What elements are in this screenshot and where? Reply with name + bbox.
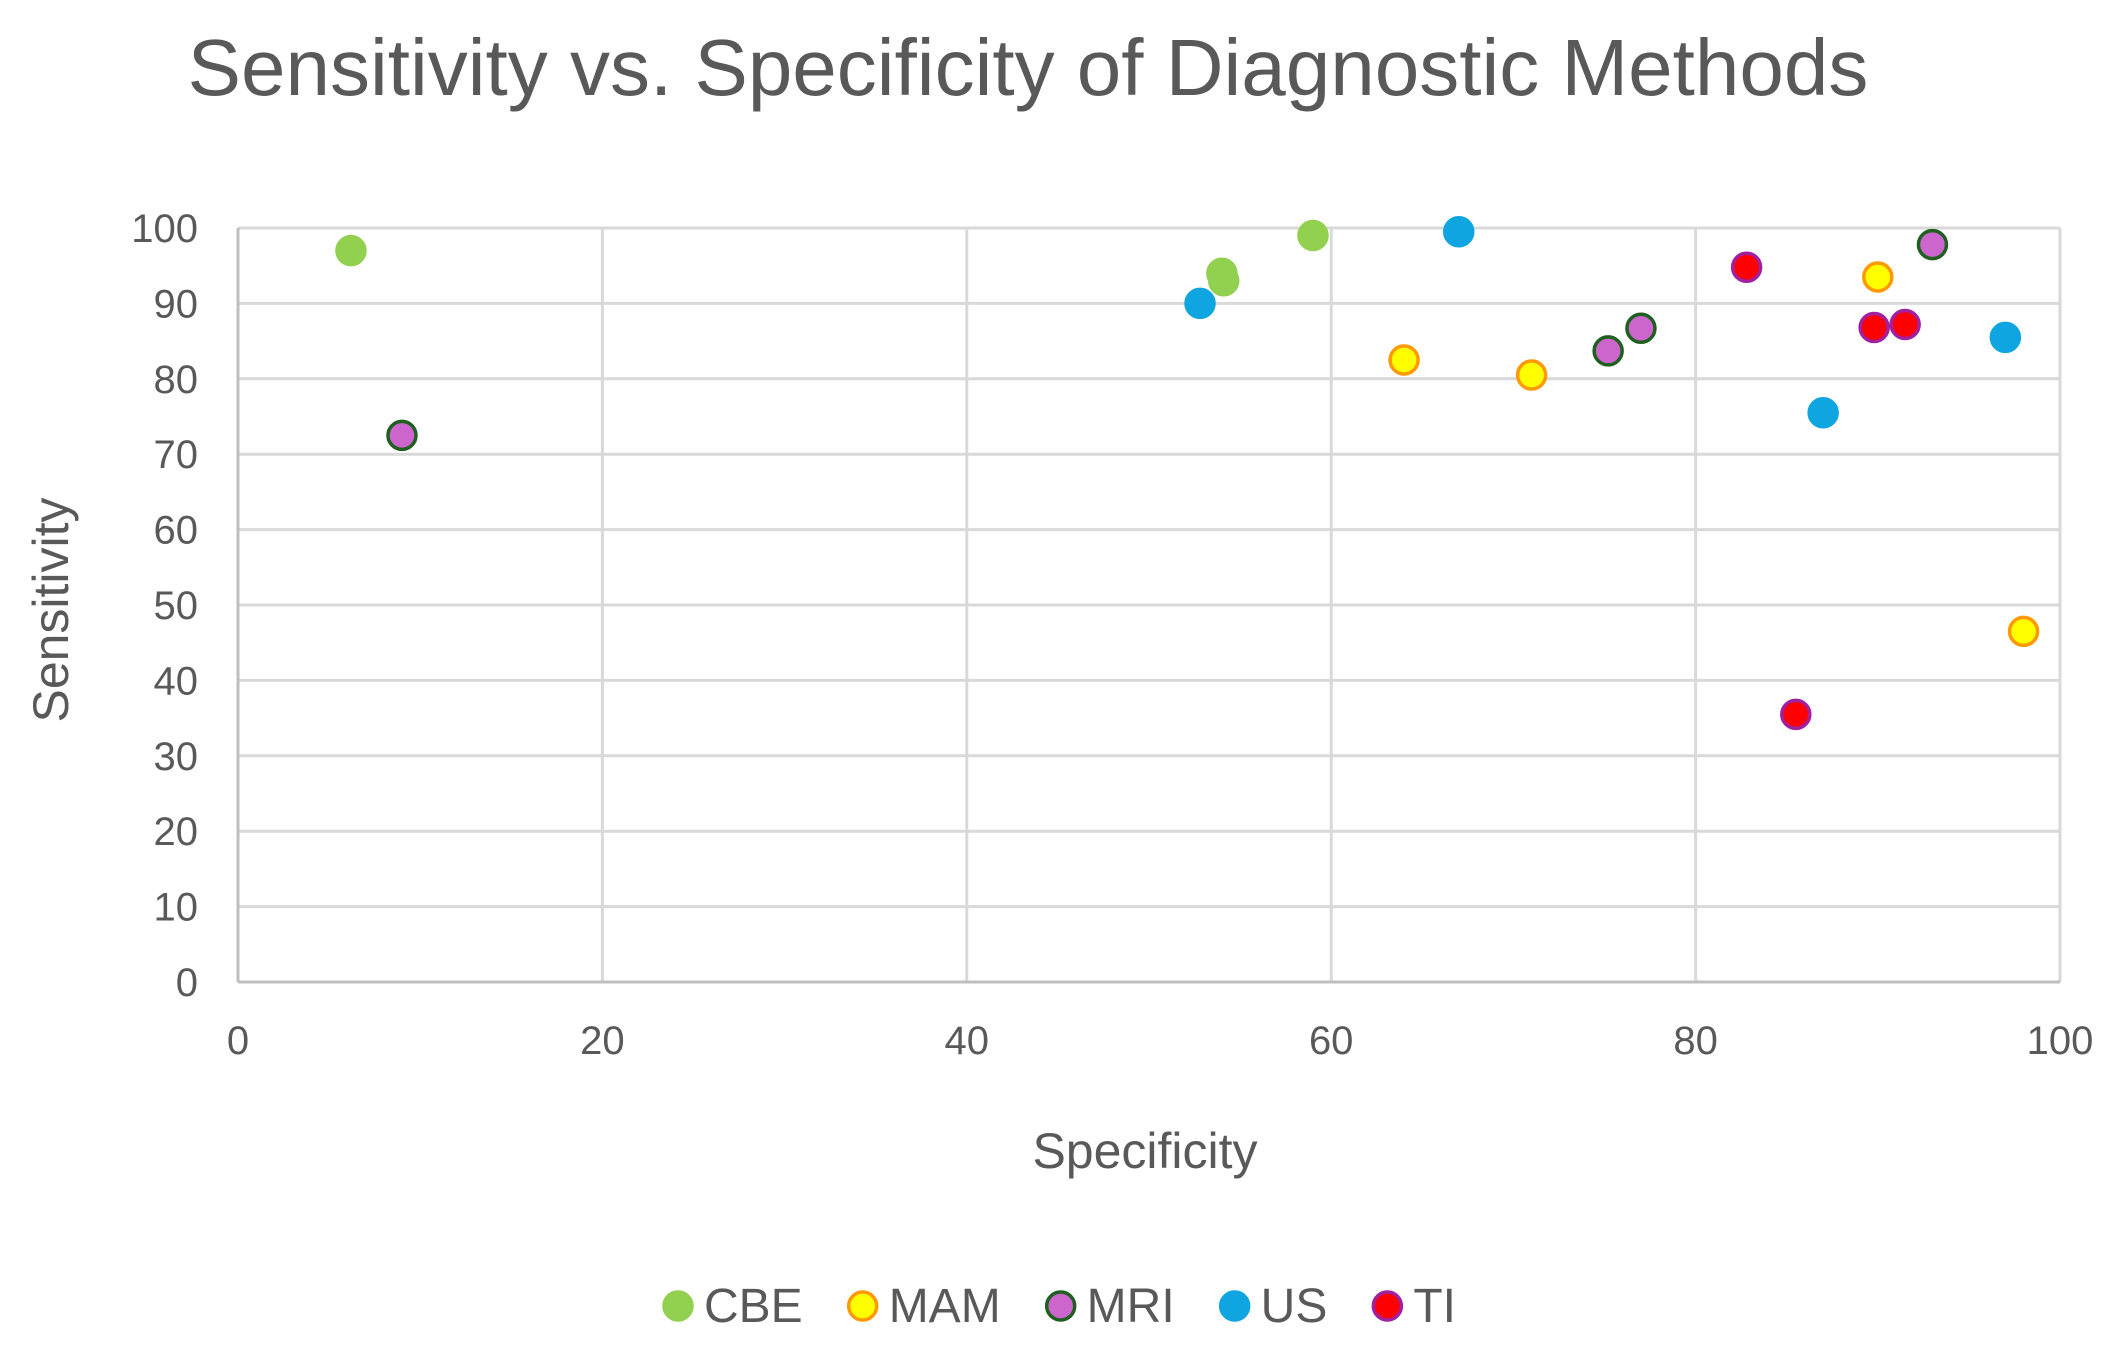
data-point-mri: [1916, 228, 1949, 261]
legend-marker: [1218, 1290, 1251, 1322]
data-point-us: [1989, 321, 2022, 354]
y-tick-label: 20: [154, 810, 199, 854]
data-point-mri: [386, 419, 418, 452]
legend-marker: [1371, 1290, 1404, 1322]
y-tick-label: 10: [154, 886, 199, 930]
data-point-mam: [2007, 615, 2040, 648]
data-point-ti: [1889, 308, 1921, 341]
y-tick-label: 70: [154, 433, 199, 477]
x-tick-label: 100: [2027, 1019, 2094, 1063]
legend-marker: [1044, 1290, 1077, 1322]
y-axis-label: Sensitivity: [23, 497, 79, 722]
legend-item-ti: TI: [1371, 1280, 1456, 1333]
data-point-mri: [1592, 335, 1624, 367]
legend-marker: [846, 1290, 879, 1322]
x-tick-label: 80: [1673, 1019, 1718, 1063]
data-points: [335, 216, 2040, 731]
series-mam: [1388, 261, 2040, 648]
data-point-ti: [1730, 251, 1763, 283]
legend-item-cbe: CBE: [662, 1280, 803, 1333]
series-cbe: [335, 219, 1329, 297]
data-point-mam: [1388, 344, 1420, 376]
legend-item-mam: MAM: [846, 1280, 1001, 1333]
data-point-cbe: [1297, 219, 1329, 252]
series-ti: [1730, 251, 1921, 731]
tick-labels: 0 10 20 30 40 50 60 70 80 90 100 0 20 40 60 80 100: [131, 207, 2093, 1063]
series-mri: [386, 228, 1949, 452]
y-tick-label: 80: [154, 358, 199, 402]
legend-label: CBE: [704, 1280, 803, 1333]
y-tick-label: 30: [154, 735, 199, 779]
data-point-cbe: [335, 234, 367, 267]
legend-marker: [662, 1290, 694, 1322]
y-tick-label: 40: [154, 659, 199, 703]
y-tick-label: 100: [131, 207, 198, 251]
y-tick-label: 90: [154, 282, 199, 326]
data-point-mam: [1862, 261, 1894, 293]
x-tick-label: 0: [227, 1019, 249, 1063]
grid-lines: [238, 226, 2062, 982]
y-tick-label: 50: [154, 584, 199, 628]
data-point-us: [1442, 216, 1475, 248]
legend-item-mri: MRI: [1044, 1280, 1175, 1333]
series-us: [1184, 216, 2022, 429]
legend-label: TI: [1413, 1280, 1456, 1333]
chart-title: Sensitivity vs. Specificity of Diagnosti…: [188, 23, 1869, 112]
data-point-us: [1184, 287, 1216, 320]
legend-item-us: US: [1218, 1280, 1328, 1333]
data-point-ti: [1780, 698, 1812, 731]
data-point-ti: [1858, 311, 1890, 344]
data-point-mam: [1515, 359, 1548, 391]
x-tick-label: 40: [945, 1019, 990, 1063]
y-tick-label: 0: [176, 961, 198, 1005]
data-point-us: [1807, 396, 1839, 429]
y-tick-label: 60: [154, 509, 199, 553]
x-tick-label: 60: [1309, 1019, 1354, 1063]
x-axis-label: Specificity: [1032, 1123, 1257, 1179]
axes: [236, 228, 2060, 984]
legend-label: MRI: [1087, 1280, 1175, 1333]
data-point-cbe: [1207, 265, 1240, 297]
data-point-mri: [1625, 312, 1657, 345]
legend-label: MAM: [889, 1280, 1001, 1333]
x-tick-label: 20: [580, 1019, 625, 1063]
legend: CBE MAM MRI US TI: [662, 1280, 1456, 1333]
legend-label: US: [1261, 1280, 1328, 1333]
